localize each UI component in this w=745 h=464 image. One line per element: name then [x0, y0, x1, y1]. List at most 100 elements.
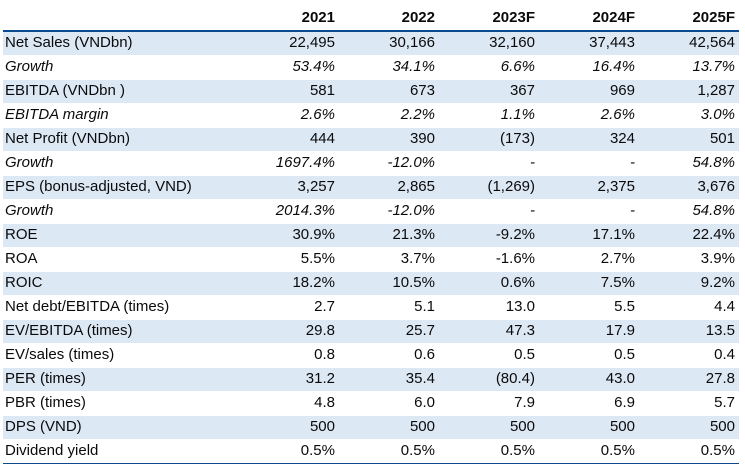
- header-row: 2021 2022 2023F 2024F 2025F: [3, 6, 739, 32]
- row-value: 0.5%: [439, 439, 539, 464]
- financial-summary-table: 2021 2022 2023F 2024F 2025F Net Sales (V…: [3, 6, 739, 464]
- row-value: 0.5%: [539, 439, 639, 464]
- row-value: 3.0%: [639, 103, 739, 128]
- row-value: 53.4%: [239, 55, 339, 80]
- row-label: ROIC: [3, 271, 239, 296]
- row-value: 3.7%: [339, 247, 439, 272]
- row-label: Dividend yield: [3, 439, 239, 464]
- row-value: 32,160: [439, 31, 539, 56]
- row-value: 3.9%: [639, 247, 739, 272]
- row-label: EBITDA margin: [3, 103, 239, 128]
- row-label: EV/EBITDA (times): [3, 319, 239, 344]
- row-value: 5.7: [639, 391, 739, 416]
- row-value: 2.6%: [539, 103, 639, 128]
- table-row: Growth 1697.4% -12.0% - -54.8%: [3, 151, 739, 176]
- row-value: 2.7%: [539, 247, 639, 272]
- row-value: -9.2%: [439, 223, 539, 248]
- table-row: Growth 2014.3% -12.0% - -54.8%: [3, 199, 739, 224]
- row-value: 29.8: [239, 319, 339, 344]
- row-value: 500: [639, 415, 739, 440]
- row-label: ROA: [3, 247, 239, 272]
- row-value: 43.0: [539, 367, 639, 392]
- row-value: 500: [439, 415, 539, 440]
- row-value: 7.5%: [539, 271, 639, 296]
- table-row: Net debt/EBITDA (times) 2.7 5.1 13.0 5.5 4.4: [3, 295, 739, 320]
- row-value: 30,166: [339, 31, 439, 56]
- row-value: -: [439, 151, 539, 176]
- row-value: 2,375: [539, 175, 639, 200]
- row-value: 6.0: [339, 391, 439, 416]
- table-row: Net Profit (VNDbn) 444 390 (173) 324 501: [3, 127, 739, 152]
- row-value: 13.5: [639, 319, 739, 344]
- row-value: 6.9: [539, 391, 639, 416]
- row-value: 444: [239, 127, 339, 152]
- row-value: 969: [539, 79, 639, 104]
- row-value: 17.1%: [539, 223, 639, 248]
- row-value: 54.8%: [639, 199, 739, 224]
- row-value: 30.9%: [239, 223, 339, 248]
- row-value: 3,676: [639, 175, 739, 200]
- row-value: 2014.3%: [239, 199, 339, 224]
- header-cell-2021: 2021: [239, 6, 339, 32]
- table-row: EBITDA margin 2.6% 2.2% 1.1% 2.6% 3.0%: [3, 103, 739, 128]
- row-label: EBITDA (VNDbn ): [3, 79, 239, 104]
- row-value: 0.5%: [339, 439, 439, 464]
- row-value: (173): [439, 127, 539, 152]
- row-value: 42,564: [639, 31, 739, 56]
- row-value: 390: [339, 127, 439, 152]
- row-value: 13.7%: [639, 55, 739, 80]
- row-value: 5.1: [339, 295, 439, 320]
- row-value: 500: [539, 415, 639, 440]
- row-value: 34.1%: [339, 55, 439, 80]
- row-value: 4.4: [639, 295, 739, 320]
- row-value: -1.6%: [439, 247, 539, 272]
- row-value: 0.5%: [639, 439, 739, 464]
- row-value: 9.2%: [639, 271, 739, 296]
- row-value: 500: [339, 415, 439, 440]
- header-cell-2025f: 2025F: [639, 6, 739, 32]
- row-label: EV/sales (times): [3, 343, 239, 368]
- row-label: Net debt/EBITDA (times): [3, 295, 239, 320]
- row-value: 54.8%: [639, 151, 739, 176]
- table-row: EBITDA (VNDbn ) 581 673 367 969 1,287: [3, 79, 739, 104]
- row-value: 27.8: [639, 367, 739, 392]
- table-row: EPS (bonus-adjusted, VND) 3,257 2,865 (1,26…: [3, 175, 739, 200]
- row-value: 31.2: [239, 367, 339, 392]
- row-value: 0.6: [339, 343, 439, 368]
- row-value: 367: [439, 79, 539, 104]
- row-value: 10.5%: [339, 271, 439, 296]
- row-value: 17.9: [539, 319, 639, 344]
- row-value: 21.3%: [339, 223, 439, 248]
- row-value: 6.6%: [439, 55, 539, 80]
- row-label: ROE: [3, 223, 239, 248]
- table-row: ROA 5.5% 3.7% -1.6% 2.7% 3.9%: [3, 247, 739, 272]
- row-value: 16.4%: [539, 55, 639, 80]
- row-label: Growth: [3, 151, 239, 176]
- row-value: 1.1%: [439, 103, 539, 128]
- row-value: 22.4%: [639, 223, 739, 248]
- row-value: 2.6%: [239, 103, 339, 128]
- row-value: 7.9: [439, 391, 539, 416]
- row-value: 0.6%: [439, 271, 539, 296]
- row-label: DPS (VND): [3, 415, 239, 440]
- row-label: Growth: [3, 55, 239, 80]
- row-value: 0.5: [439, 343, 539, 368]
- row-value: -: [539, 199, 639, 224]
- table-row: DPS (VND) 500 500 500 500 500: [3, 415, 739, 440]
- row-value: 13.0: [439, 295, 539, 320]
- row-value: 324: [539, 127, 639, 152]
- row-value: 581: [239, 79, 339, 104]
- table-row: ROE 30.9% 21.3% -9.2% 17.1% 22.4%: [3, 223, 739, 248]
- row-value: 673: [339, 79, 439, 104]
- table-body: Net Sales (VNDbn) 22,495 30,166 32,160 37,44…: [3, 31, 739, 464]
- row-value: -12.0%: [339, 199, 439, 224]
- row-value: 0.4: [639, 343, 739, 368]
- row-label: Growth: [3, 199, 239, 224]
- table-row: EV/sales (times) 0.8 0.6 0.5 0.5 0.4: [3, 343, 739, 368]
- row-value: 0.5: [539, 343, 639, 368]
- table-row: EV/EBITDA (times) 29.8 25.7 47.3 17.9 13.5: [3, 319, 739, 344]
- header-cell-2022: 2022: [339, 6, 439, 32]
- table-row: Dividend yield 0.5% 0.5% 0.5% 0.5% 0.5%: [3, 439, 739, 464]
- row-value: 37,443: [539, 31, 639, 56]
- row-value: (1,269): [439, 175, 539, 200]
